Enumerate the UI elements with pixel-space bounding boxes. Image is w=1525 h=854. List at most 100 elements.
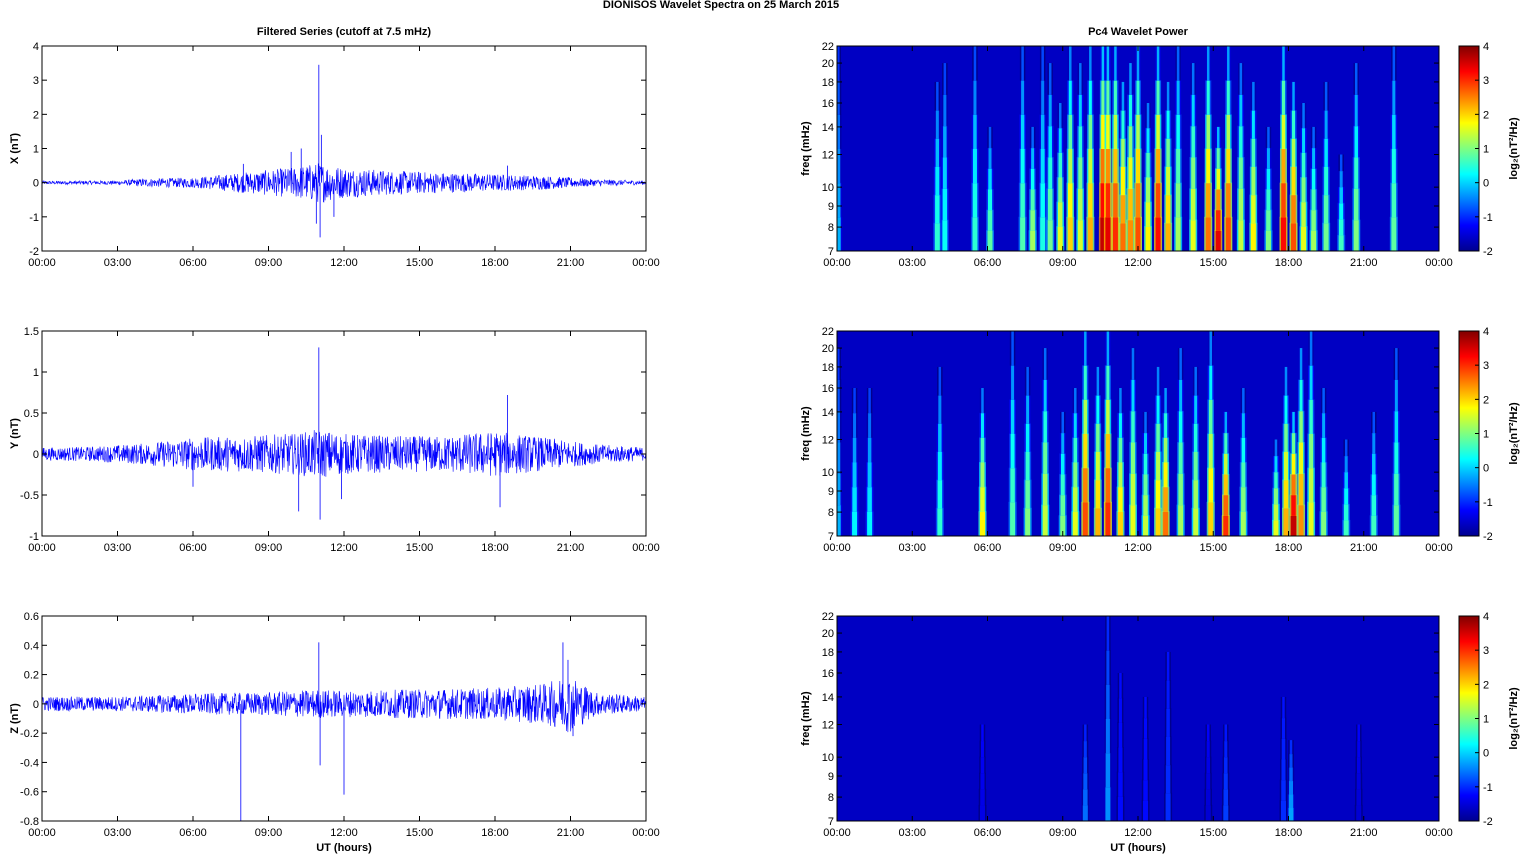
streak bbox=[1073, 462, 1078, 488]
streak bbox=[1298, 504, 1304, 536]
y-tick-label: 7 bbox=[828, 816, 834, 828]
streak bbox=[1394, 442, 1399, 474]
streak bbox=[1292, 81, 1295, 111]
streak bbox=[934, 222, 940, 251]
streak bbox=[1135, 182, 1141, 218]
streak bbox=[1353, 219, 1359, 251]
streak bbox=[1311, 168, 1316, 190]
colorbar-label: log₂(nT²/Hz) bbox=[1508, 117, 1520, 180]
streak bbox=[1164, 412, 1168, 438]
streak bbox=[1238, 188, 1244, 221]
streak bbox=[1208, 501, 1214, 536]
streak bbox=[1128, 94, 1132, 127]
streak bbox=[935, 194, 940, 224]
streak bbox=[972, 216, 978, 251]
streak bbox=[1353, 188, 1359, 221]
streak bbox=[1241, 412, 1245, 438]
streak bbox=[1239, 94, 1243, 127]
streak bbox=[1265, 230, 1271, 251]
streak bbox=[1206, 80, 1210, 115]
streak bbox=[980, 740, 984, 758]
streak bbox=[1143, 779, 1148, 801]
x-tick-label: 00:00 bbox=[28, 827, 56, 839]
y-tick-label: 18 bbox=[822, 362, 834, 374]
x-tick-label: 06:00 bbox=[974, 542, 1002, 554]
streak bbox=[1105, 786, 1111, 821]
streak bbox=[942, 157, 947, 189]
colorbar-tick-label: 2 bbox=[1483, 109, 1489, 121]
x-tick-label: 06:00 bbox=[179, 827, 207, 839]
streak bbox=[1060, 473, 1065, 496]
x-tick-label: 06:00 bbox=[179, 257, 207, 269]
streak bbox=[988, 126, 992, 149]
streak bbox=[1128, 125, 1133, 158]
streak bbox=[1119, 673, 1122, 699]
streak bbox=[1217, 126, 1220, 149]
x-tick-label: 03:00 bbox=[898, 827, 926, 839]
plot-frame bbox=[41, 330, 647, 537]
streak bbox=[1058, 177, 1063, 203]
streak bbox=[1084, 331, 1087, 366]
streak bbox=[1073, 412, 1077, 438]
x-tick-label: 00:00 bbox=[632, 827, 660, 839]
colorbar-tick-label: 4 bbox=[1483, 611, 1489, 623]
streak bbox=[1144, 696, 1147, 719]
streak bbox=[1106, 650, 1110, 685]
x-tick-label: 21:00 bbox=[557, 542, 585, 554]
streak bbox=[1324, 110, 1328, 139]
y-tick-label: 0.2 bbox=[24, 670, 39, 682]
streak bbox=[1011, 365, 1015, 400]
streak bbox=[1136, 148, 1140, 184]
streak bbox=[1178, 473, 1183, 506]
streak bbox=[1106, 46, 1110, 81]
streak bbox=[1043, 379, 1047, 412]
streak bbox=[935, 138, 940, 167]
y-tick-label: 1 bbox=[33, 144, 39, 156]
streak bbox=[1165, 792, 1171, 821]
streak bbox=[1114, 46, 1117, 81]
streak bbox=[1079, 63, 1082, 95]
streak bbox=[1193, 479, 1198, 509]
y-tick-label: -0.8 bbox=[20, 816, 39, 828]
streak bbox=[1030, 209, 1035, 231]
streak bbox=[1311, 188, 1316, 211]
streak bbox=[988, 188, 993, 211]
streak bbox=[1030, 188, 1035, 211]
streak bbox=[1323, 222, 1329, 251]
streak bbox=[1354, 125, 1358, 158]
colorbar-tick-label: 3 bbox=[1483, 360, 1489, 372]
streak bbox=[1176, 114, 1180, 149]
streak bbox=[837, 379, 840, 412]
streak bbox=[1087, 216, 1093, 251]
colorbar bbox=[1459, 331, 1479, 536]
streak bbox=[1324, 166, 1329, 196]
streak bbox=[1083, 740, 1087, 758]
streak bbox=[1284, 366, 1288, 396]
streak bbox=[1371, 494, 1377, 516]
streak bbox=[1224, 411, 1228, 434]
streak bbox=[1291, 222, 1297, 251]
y-tick-label: 0 bbox=[33, 178, 39, 190]
streak bbox=[1156, 114, 1160, 149]
streak bbox=[1215, 230, 1221, 251]
streak bbox=[988, 147, 992, 169]
streak bbox=[1118, 462, 1123, 488]
streak bbox=[1073, 486, 1078, 512]
streak bbox=[1020, 216, 1026, 251]
colorbar-tick-label: 4 bbox=[1483, 41, 1489, 53]
colorbar-tick-label: -2 bbox=[1483, 816, 1493, 828]
x-tick-label: 09:00 bbox=[255, 257, 283, 269]
x-tick-label: 12:00 bbox=[330, 257, 358, 269]
streak bbox=[1025, 479, 1030, 509]
streak bbox=[1241, 437, 1246, 463]
streak bbox=[1311, 230, 1317, 251]
streak bbox=[1392, 114, 1396, 149]
streak bbox=[837, 148, 841, 184]
plot-frame bbox=[41, 45, 647, 252]
streak bbox=[1280, 800, 1286, 821]
streak bbox=[1030, 230, 1036, 251]
streak bbox=[1088, 182, 1093, 218]
streak bbox=[987, 209, 993, 231]
streak bbox=[1082, 501, 1088, 536]
